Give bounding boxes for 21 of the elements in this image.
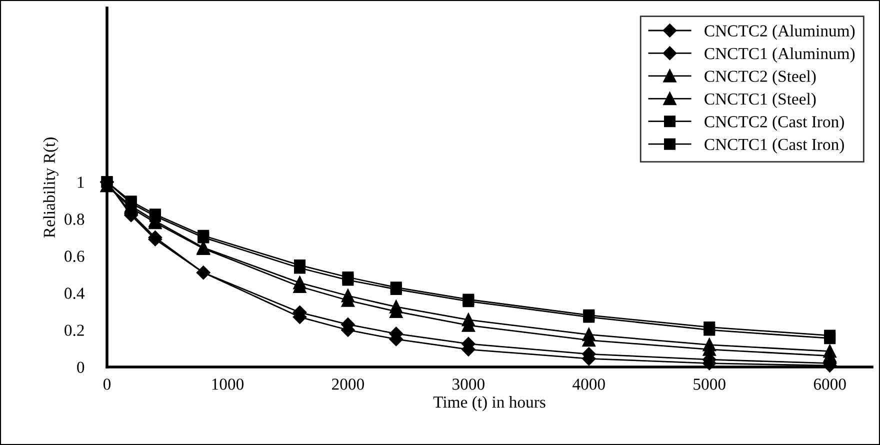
x-tick-label: 4000 — [572, 378, 605, 390]
legend-label: CNCTC1 (Aluminum) — [704, 47, 855, 63]
y-tick-label: 0.8 — [64, 214, 84, 225]
x-tick-label: 0 — [103, 378, 111, 390]
y-tick-label: 0 — [77, 362, 84, 373]
y-axis-title: Reliability R(t) — [43, 138, 58, 238]
x-axis-title: Time (t) in hours — [433, 396, 546, 412]
x-tick-label: 1000 — [212, 378, 244, 390]
y-tick-label: 1 — [78, 176, 84, 188]
legend-label: CNCTC2 (Cast Iron) — [704, 116, 844, 131]
x-tick-label: 5000 — [694, 378, 726, 390]
legend-label: CNCTC1 (Cast Iron) — [704, 138, 844, 154]
legend-label: CNCTC2 (Steel) — [704, 70, 816, 86]
y-tick-label: 0.4 — [64, 288, 85, 299]
x-tick-label: 6000 — [814, 378, 846, 390]
y-tick-label: 0.6 — [64, 250, 84, 262]
x-tick-label: 2000 — [332, 378, 364, 390]
legend-label: CNCTC2 (Aluminum) — [704, 24, 855, 40]
y-tick-label: 0.2 — [64, 324, 84, 336]
legend-label: CNCTC1 (Steel) — [704, 92, 816, 108]
x-tick-label: 3000 — [452, 378, 484, 390]
